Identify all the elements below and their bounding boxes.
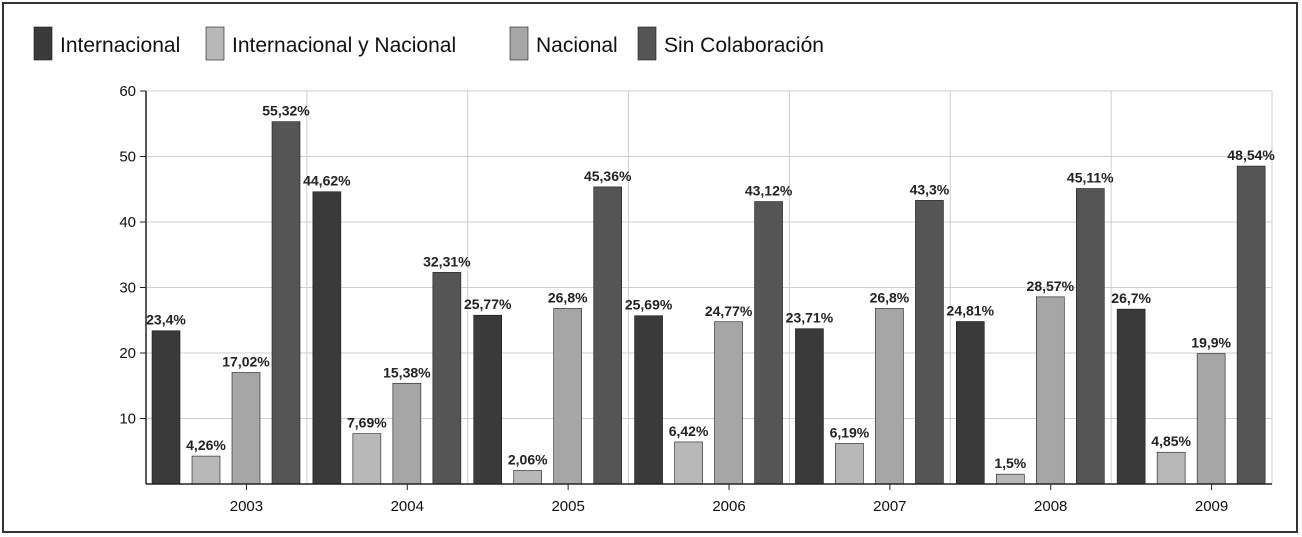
- data-label-nacional-2006: 24,77%: [705, 303, 753, 319]
- data-label-internacional-y-nacional-2006: 6,42%: [669, 423, 709, 439]
- legend-label-internacional: Internacional: [60, 34, 180, 57]
- bar-internacional-2004: [312, 191, 342, 485]
- bar-sin-colaboracion-2008: [1075, 188, 1105, 485]
- bar-internacional-y-nacional-2005: [513, 470, 543, 485]
- legend: Internacional Internacional y Nacional Nac…: [33, 26, 824, 61]
- legend-label-nacional: Nacional: [536, 34, 618, 57]
- data-label-internacional-2007: 23,71%: [786, 310, 834, 326]
- data-label-internacional-y-nacional-2005: 2,06%: [508, 452, 548, 468]
- legend-swatch-sin-colaboracion: [637, 26, 657, 61]
- bar-internacional-y-nacional-2003: [191, 455, 221, 485]
- bar-sin-colaboracion-2004: [432, 272, 462, 485]
- x-tick-label-2007: 2007: [873, 498, 906, 515]
- bar-internacional-2003: [151, 330, 181, 485]
- bar-nacional-2005: [553, 308, 583, 485]
- legend-swatch-nacional: [509, 26, 529, 61]
- bar-sin-colaboracion-2009: [1236, 165, 1266, 485]
- data-label-sin-colaboracion-2009: 48,54%: [1227, 147, 1275, 163]
- data-label-internacional-2006: 25,69%: [625, 297, 673, 313]
- bar-internacional-y-nacional-2008: [995, 473, 1025, 485]
- axes: 10 20 30 40 50 60 2003 2004 2005 2006 2007 2008 2009: [119, 83, 1272, 515]
- legend-swatch-internacional: [33, 26, 53, 61]
- data-label-internacional-y-nacional-2003: 4,26%: [186, 437, 226, 453]
- bar-sin-colaboracion-2007: [915, 200, 944, 485]
- data-label-sin-colaboracion-2004: 32,31%: [423, 253, 471, 269]
- data-label-nacional-2009: 19,9%: [1191, 335, 1231, 351]
- bar-sin-colaboracion-2003: [271, 121, 301, 485]
- bar-sin-colaboracion-2005: [593, 186, 623, 485]
- bar-nacional-2004: [392, 382, 422, 485]
- y-tick-label-30: 30: [119, 280, 136, 297]
- y-tick-label-50: 50: [119, 149, 136, 166]
- x-tick-label-2005: 2005: [551, 498, 584, 515]
- bar-internacional-2008: [955, 321, 985, 485]
- x-tick-label-2009: 2009: [1195, 498, 1228, 515]
- data-label-internacional-y-nacional-2004: 7,69%: [347, 415, 387, 431]
- bar-nacional-2009: [1196, 353, 1226, 485]
- bar-internacional-2005: [473, 314, 503, 485]
- data-label-internacional-2004: 44,62%: [303, 173, 351, 189]
- bar-internacional-y-nacional-2006: [674, 441, 703, 485]
- data-label-nacional-2007: 26,8%: [870, 289, 910, 305]
- legend-swatch-internacional-y-nacional: [205, 26, 225, 61]
- data-label-internacional-y-nacional-2008: 1,5%: [994, 455, 1026, 471]
- bar-sin-colaboracion-2006: [754, 201, 783, 485]
- bar-nacional-2003: [231, 372, 261, 485]
- bar-nacional-2008: [1035, 296, 1065, 485]
- bar-internacional-y-nacional-2007: [835, 443, 864, 485]
- data-label-nacional-2005: 26,8%: [548, 289, 588, 305]
- data-labels: 23,4% 44,62% 25,77% 25,69% 23,71% 24,81% 26,7%…: [146, 103, 1275, 472]
- bar-nacional-2007: [875, 308, 904, 485]
- x-tick-label-2003: 2003: [230, 498, 263, 515]
- data-label-sin-colaboracion-2008: 45,11%: [1067, 170, 1114, 186]
- data-label-sin-colaboracion-2003: 55,32%: [262, 103, 310, 119]
- x-tick-label-2006: 2006: [712, 498, 745, 515]
- data-label-internacional-2005: 25,77%: [464, 296, 512, 312]
- data-label-sin-colaboracion-2007: 43,3%: [910, 181, 950, 197]
- bar-internacional-2009: [1116, 308, 1146, 485]
- x-tick-label-2008: 2008: [1034, 498, 1067, 515]
- data-label-nacional-2004: 15,38%: [383, 364, 431, 380]
- legend-label-sin-colaboracion: Sin Colaboración: [664, 34, 824, 57]
- y-tick-label-10: 10: [119, 411, 136, 428]
- bar-internacional-2007: [795, 328, 824, 485]
- data-label-internacional-2003: 23,4%: [146, 312, 186, 328]
- data-label-nacional-2008: 28,57%: [1027, 278, 1075, 294]
- data-label-sin-colaboracion-2005: 45,36%: [584, 168, 632, 184]
- data-label-sin-colaboracion-2006: 43,12%: [745, 183, 793, 199]
- legend-label-internacional-y-nacional: Internacional y Nacional: [232, 34, 456, 57]
- y-tick-label-40: 40: [119, 214, 136, 231]
- bars: [151, 121, 1266, 485]
- data-label-nacional-2003: 17,02%: [222, 354, 270, 370]
- data-label-internacional-y-nacional-2009: 4,85%: [1151, 433, 1191, 449]
- bar-internacional-2006: [634, 315, 663, 485]
- data-label-internacional-2009: 26,7%: [1111, 290, 1151, 306]
- data-label-internacional-y-nacional-2007: 6,19%: [830, 424, 870, 440]
- y-tick-label-20: 20: [119, 345, 136, 362]
- data-label-internacional-2008: 24,81%: [947, 302, 995, 318]
- bar-nacional-2006: [714, 321, 743, 485]
- bar-internacional-y-nacional-2004: [352, 433, 382, 485]
- bar-internacional-y-nacional-2009: [1156, 451, 1186, 485]
- x-tick-label-2004: 2004: [391, 498, 424, 515]
- y-tick-label-60: 60: [119, 83, 136, 100]
